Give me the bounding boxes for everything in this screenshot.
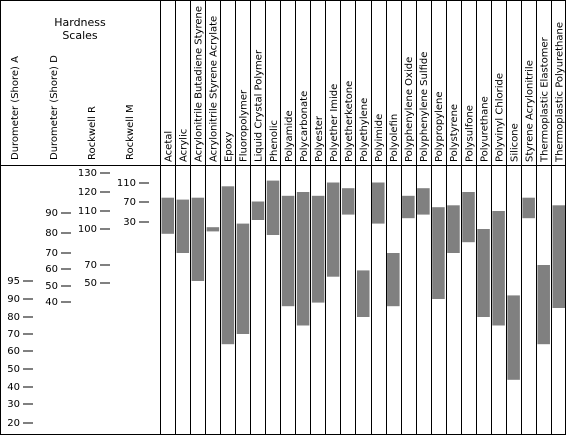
material-name: Polyphenylene Sulfide — [419, 52, 430, 162]
scale-name: Rockwell R — [87, 106, 98, 160]
range-bar — [552, 205, 565, 308]
material-name: Acrylonitrile Butadiene Styrene — [194, 6, 205, 162]
tick-label: 95 — [7, 276, 20, 287]
range-bar — [281, 195, 295, 307]
chart-title: Hardness Scales — [54, 16, 106, 42]
tick-label: 50 — [7, 364, 20, 375]
range-bar — [537, 265, 550, 345]
range-bar — [296, 192, 310, 326]
tick-label: 70 — [45, 248, 58, 259]
tick-label: 70 — [84, 260, 97, 271]
range-bar — [447, 205, 460, 253]
range-bar — [161, 197, 175, 234]
material-name: Polyethylene — [359, 98, 370, 162]
range-bar — [387, 253, 400, 307]
range-bar — [432, 207, 445, 299]
tick-label: 40 — [7, 382, 20, 393]
range-bar — [507, 295, 520, 380]
material-name: Silicone — [509, 123, 520, 162]
range-bar — [402, 195, 415, 219]
tick-label: 90 — [7, 294, 20, 305]
material-name: Polycarbonate — [299, 91, 310, 162]
range-bar — [236, 223, 250, 334]
range-bar — [191, 197, 205, 281]
tick-label: 50 — [84, 278, 97, 289]
tick-label: 90 — [45, 208, 58, 219]
tick-label: 20 — [7, 418, 20, 429]
material-name: Liquid Crystal Polymer — [254, 49, 265, 162]
material-name: Polyphenylene Oxide — [404, 57, 415, 162]
material-name: Polypropylene — [434, 91, 445, 162]
tick-label: 100 — [78, 224, 97, 235]
tick-label: 60 — [45, 264, 58, 275]
tick-label: 80 — [45, 228, 58, 239]
range-bar — [311, 195, 325, 303]
range-bar — [477, 229, 490, 317]
material-name: Polyether Imide — [329, 84, 340, 162]
range-bar — [417, 188, 430, 215]
tick-label: 30 — [7, 399, 20, 410]
range-bar — [176, 199, 190, 253]
material-name: Styrene Acrylonitrile — [524, 60, 535, 162]
range-bar — [251, 201, 265, 220]
range-bar — [206, 227, 220, 232]
scale-name: Durometer (Shore) D — [49, 55, 60, 160]
material-name: Fluoropolymer — [239, 89, 250, 162]
tick-label: 70 — [123, 197, 136, 208]
material-name: Polyolefin — [389, 114, 400, 162]
scale-name: Rockwell M — [125, 104, 136, 160]
material-name: Polyester — [314, 115, 325, 162]
tick-label: 120 — [78, 187, 97, 198]
range-bar — [221, 186, 235, 345]
material-name: Acetal — [164, 131, 175, 162]
range-bar — [522, 197, 535, 219]
material-name: Phenolic — [269, 120, 280, 162]
material-name: Polyimide — [374, 114, 385, 162]
material-name: Thermoplastic Elastomer — [539, 36, 550, 163]
tick-label: 30 — [123, 217, 136, 228]
range-bar — [326, 182, 340, 277]
range-bar — [356, 270, 370, 317]
material-name: Polyurethane — [479, 96, 490, 162]
tick-label: 50 — [45, 281, 58, 292]
material-name: Acrylonitrile Styrene Acrylate — [209, 16, 220, 162]
tick-label: 130 — [78, 168, 97, 179]
tick-label: 60 — [7, 346, 20, 357]
material-name: Thermoplastic Polyurethane — [554, 22, 565, 163]
tick-label: 70 — [7, 329, 20, 340]
material-name: Polystyrene — [449, 104, 460, 162]
tick-label: 80 — [7, 312, 20, 323]
range-bar — [492, 211, 505, 326]
range-bar — [462, 192, 475, 243]
range-bar — [266, 180, 280, 235]
material-name: Acrylic — [179, 129, 190, 162]
tick-label: 110 — [117, 178, 136, 189]
material-name: Polyvinyl Chloride — [494, 73, 505, 162]
tick-label: 110 — [78, 206, 97, 217]
material-name: Polyamide — [284, 110, 295, 162]
range-bar — [341, 188, 355, 215]
material-name: Polyetherketone — [344, 81, 355, 162]
tick-label: 40 — [45, 297, 58, 308]
scale-name: Durometer (Shore) A — [10, 56, 21, 160]
material-name: Polysulfone — [464, 105, 475, 162]
material-name: Epoxy — [224, 132, 235, 162]
range-bar — [372, 182, 385, 224]
